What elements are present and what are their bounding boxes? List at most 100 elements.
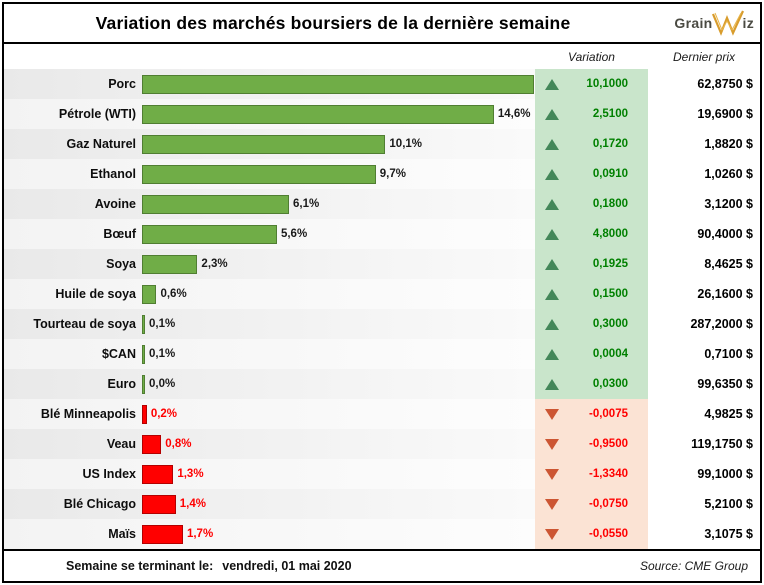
table-row: Bœuf 5,6% 4,8000 90,4000 $: [4, 219, 760, 249]
logo-text-suffix: iz: [742, 15, 754, 31]
bar-percent-label: 1,3%: [177, 468, 204, 480]
bar-percent-label: 6,1%: [293, 198, 320, 210]
row-label: Euro: [107, 377, 136, 391]
bar-zone: 1,7%: [142, 524, 535, 544]
variation-cell: -0,0550: [535, 519, 648, 549]
variation-value: -0,0075: [588, 408, 628, 420]
variation-bar: [142, 284, 157, 304]
variation-cell: -0,9500: [535, 429, 648, 459]
bar-percent-label: 14,6%: [497, 108, 531, 120]
column-headers: Variation Dernier prix: [4, 44, 760, 69]
variation-cell: 0,0910: [535, 159, 648, 189]
variation-bar: [142, 524, 183, 544]
row-stripe: Bœuf 5,6%: [4, 219, 535, 249]
row-label: Pétrole (WTI): [58, 107, 136, 121]
bar-zone: 5,6%: [142, 224, 535, 244]
row-label: Porc: [108, 77, 136, 91]
last-price: 3,1075 $: [648, 519, 760, 549]
row-label: Blé Minneapolis: [40, 407, 136, 421]
variation-cell: 0,3000: [535, 309, 648, 339]
bar-zone: 0,8%: [142, 434, 535, 454]
variation-value: 0,1720: [592, 138, 628, 150]
variation-bar: [142, 194, 289, 214]
last-price: 4,9825 $: [648, 399, 760, 429]
variation-cell: 0,0004: [535, 339, 648, 369]
variation-value: 10,1000: [586, 78, 628, 90]
table-row: Blé Minneapolis 0,2% -0,0075 4,9825 $: [4, 399, 760, 429]
bar-zone: 0,1%: [142, 344, 535, 364]
title-bar: Variation des marchés boursiers de la de…: [4, 4, 760, 44]
variation-value: 0,1800: [592, 198, 628, 210]
row-label: Avoine: [94, 197, 136, 211]
variation-bar: [142, 434, 162, 454]
row-stripe: US Index 1,3%: [4, 459, 535, 489]
triangle-icon: [545, 468, 559, 480]
row-stripe: Huile de soya 0,6%: [4, 279, 535, 309]
variation-cell: 2,5100: [535, 99, 648, 129]
triangle-icon: [545, 378, 559, 390]
row-stripe: Avoine 6,1%: [4, 189, 535, 219]
row-label: Veau: [106, 437, 136, 451]
row-stripe: $CAN 0,1%: [4, 339, 535, 369]
column-header-variation: Variation: [568, 49, 615, 64]
variation-cell: 10,1000: [535, 69, 648, 99]
table-row: Avoine 6,1% 0,1800 3,1200 $: [4, 189, 760, 219]
variation-cell: -0,0075: [535, 399, 648, 429]
row-label: Ethanol: [90, 167, 136, 181]
last-price: 8,4625 $: [648, 249, 760, 279]
bar-percent-label: 0,1%: [149, 348, 176, 360]
bar-percent-label: 10,1%: [389, 138, 423, 150]
row-stripe: Veau 0,8%: [4, 429, 535, 459]
triangle-icon: [545, 318, 559, 330]
variation-value: 0,0910: [592, 168, 628, 180]
triangle-icon: [545, 108, 559, 120]
variation-bar: [142, 314, 145, 334]
variation-bar: [142, 464, 174, 484]
table-row: Tourteau de soya 0,1% 0,3000 287,2000 $: [4, 309, 760, 339]
table-row: Blé Chicago 1,4% -0,0750 5,2100 $: [4, 489, 760, 519]
bar-zone: 6,1%: [142, 194, 535, 214]
bar-zone: 0,1%: [142, 314, 535, 334]
variation-value: 4,8000: [592, 228, 628, 240]
row-label: $CAN: [101, 347, 136, 361]
row-label: Maïs: [108, 527, 136, 541]
variation-bar: [142, 74, 534, 94]
triangle-icon: [545, 228, 559, 240]
row-stripe: Blé Minneapolis 0,2%: [4, 399, 535, 429]
table-row: Maïs 1,7% -0,0550 3,1075 $: [4, 519, 760, 549]
last-price: 287,2000 $: [648, 309, 760, 339]
variation-cell: 4,8000: [535, 219, 648, 249]
triangle-icon: [545, 438, 559, 450]
row-label: Gaz Naturel: [66, 137, 136, 151]
variation-cell: -0,0750: [535, 489, 648, 519]
footer-date: vendredi, 01 mai 2020: [222, 559, 352, 573]
bar-percent-label: 0,8%: [165, 438, 192, 450]
triangle-icon: [545, 78, 559, 90]
row-label: Blé Chicago: [63, 497, 136, 511]
variation-value: 0,0300: [592, 378, 628, 390]
variation-bar: [142, 494, 176, 514]
column-header-dernier-prix: Dernier prix: [672, 49, 735, 64]
row-label: Huile de soya: [55, 287, 136, 301]
variation-cell: 0,1800: [535, 189, 648, 219]
bar-zone: 10,1%: [142, 134, 535, 154]
variation-value: 2,5100: [592, 108, 628, 120]
table-row: Huile de soya 0,6% 0,1500 26,1600 $: [4, 279, 760, 309]
table-row: Pétrole (WTI) 14,6% 2,5100 19,6900 $: [4, 99, 760, 129]
triangle-icon: [545, 138, 559, 150]
logo-w-icon: [711, 10, 744, 36]
row-stripe: Maïs 1,7%: [4, 519, 535, 549]
row-stripe: Tourteau de soya 0,1%: [4, 309, 535, 339]
variation-value: 0,1925: [592, 258, 628, 270]
last-price: 19,6900 $: [648, 99, 760, 129]
footer-label: Semaine se terminant le:: [66, 559, 214, 573]
variation-bar: [142, 404, 147, 424]
row-label: Bœuf: [103, 227, 136, 241]
bar-zone: 2,3%: [142, 254, 535, 274]
last-price: 119,1750 $: [648, 429, 760, 459]
bar-zone: 1,4%: [142, 494, 535, 514]
variation-value: 0,0004: [592, 348, 628, 360]
last-price: 1,0260 $: [648, 159, 760, 189]
row-label: Soya: [106, 257, 136, 271]
triangle-icon: [545, 288, 559, 300]
